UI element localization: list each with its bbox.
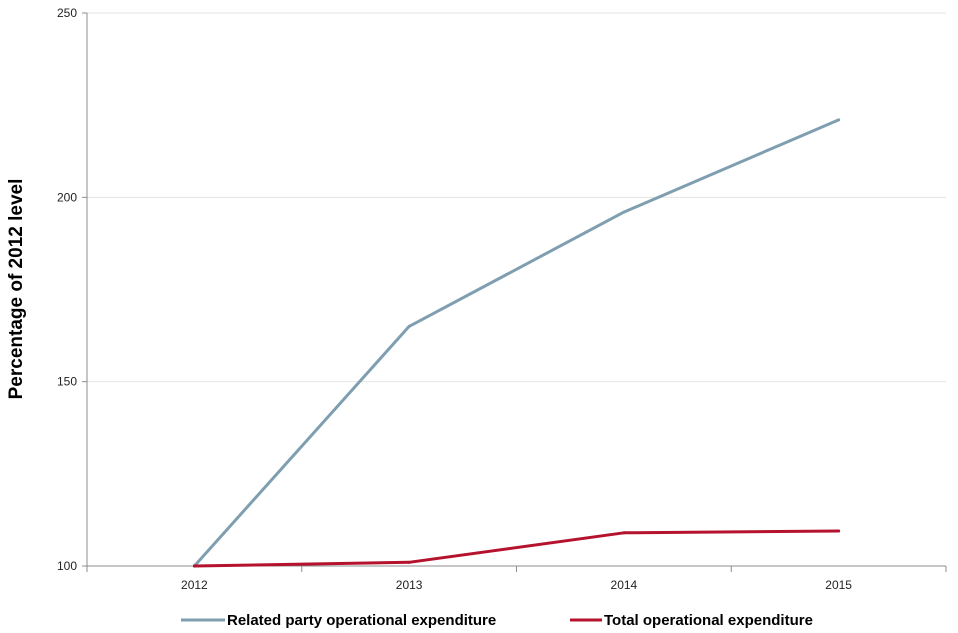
data-point bbox=[407, 324, 411, 328]
data-point bbox=[622, 531, 626, 535]
x-tick-label: 2015 bbox=[825, 578, 852, 592]
x-axis-ticks: 2012 2013 2014 2015 bbox=[86, 566, 947, 592]
series-layer bbox=[192, 118, 841, 568]
legend: Related party operational expenditure Tot… bbox=[181, 612, 813, 629]
y-tick-label: 100 bbox=[57, 559, 77, 573]
series-line-1 bbox=[192, 118, 841, 568]
y-tick-label: 250 bbox=[57, 6, 77, 20]
data-point bbox=[622, 210, 626, 214]
data-point bbox=[837, 529, 841, 533]
gridlines bbox=[87, 12, 946, 383]
y-axis-ticks: 100 150 200 250 bbox=[57, 6, 87, 573]
data-point bbox=[407, 560, 411, 564]
data-point bbox=[192, 564, 196, 568]
x-tick-label: 2012 bbox=[181, 578, 208, 592]
x-tick-label: 2013 bbox=[396, 578, 423, 592]
legend-label: Related party operational expenditure bbox=[227, 612, 496, 629]
x-tick-label: 2014 bbox=[611, 578, 638, 592]
legend-label: Total operational expenditure bbox=[604, 612, 813, 629]
data-point bbox=[837, 118, 841, 122]
y-axis-title: Percentage of 2012 level bbox=[6, 179, 27, 400]
series-line-2 bbox=[192, 529, 841, 568]
y-tick-label: 150 bbox=[57, 375, 77, 389]
y-tick-label: 200 bbox=[57, 190, 77, 204]
